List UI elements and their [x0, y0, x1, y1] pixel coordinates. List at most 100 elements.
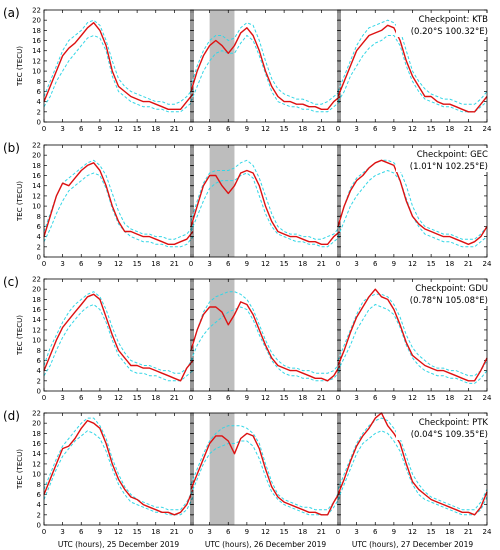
observed-tec-line	[43, 162, 194, 245]
x-tick-label: 15	[280, 125, 289, 133]
x-tick-label: 0	[189, 528, 193, 536]
upper-bound-line	[43, 159, 194, 240]
lower-bound-line	[43, 172, 194, 248]
y-tick-label: 8	[37, 78, 41, 86]
y-tick-label: 6	[37, 88, 42, 96]
x-tick-label: 21	[464, 260, 473, 268]
y-tick-label: 16	[32, 37, 41, 45]
y-tick-label: 6	[37, 491, 42, 499]
upper-bound-line	[190, 159, 341, 240]
checkpoint-coordinates: (0.04°S 109.35°E)	[411, 430, 488, 440]
y-tick-label: 22	[32, 276, 41, 284]
y-tick-label: 2	[37, 511, 41, 519]
x-tick-label: 21	[170, 394, 179, 402]
x-tick-label: 0	[42, 260, 46, 268]
x-tick-label: 6	[373, 528, 378, 536]
x-tick-label: 21	[317, 528, 326, 536]
x-tick-label: 12	[261, 260, 270, 268]
subplot-frame	[337, 9, 488, 123]
x-tick-label: 18	[298, 394, 307, 402]
x-tick-label: 15	[280, 260, 289, 268]
y-tick-label: 16	[32, 306, 41, 314]
panel-letter: (c)	[3, 275, 19, 289]
x-axis-label: UTC (hours), 26 December 2019	[205, 540, 326, 549]
subplot-frame	[190, 144, 341, 258]
x-tick-label: 12	[114, 125, 123, 133]
y-tick-label: 12	[32, 57, 41, 65]
x-tick-label: 15	[427, 260, 436, 268]
x-tick-label: 3	[60, 528, 64, 536]
x-tick-label: 24	[483, 260, 492, 268]
x-tick-label: 15	[427, 528, 436, 536]
y-tick-label: 10	[32, 203, 41, 211]
x-tick-label: 9	[245, 260, 249, 268]
x-tick-label: 15	[133, 125, 142, 133]
x-tick-label: 21	[317, 260, 326, 268]
observed-tec-line	[190, 432, 341, 516]
x-tick-label: 12	[408, 260, 417, 268]
y-tick-label: 14	[32, 47, 41, 55]
observed-tec-line	[337, 24, 488, 113]
x-tick-label: 9	[392, 394, 396, 402]
y-tick-label: 22	[32, 7, 41, 15]
x-tick-label: 12	[408, 394, 417, 402]
y-axis-label: TEC (TECU)	[16, 181, 24, 222]
y-tick-label: 18	[32, 27, 41, 35]
x-tick-label: 21	[464, 528, 473, 536]
x-tick-label: 18	[151, 394, 160, 402]
x-tick-label: 15	[133, 528, 142, 536]
subplot-frame	[190, 9, 341, 123]
subplot-frame	[337, 144, 488, 258]
y-tick-label: 2	[37, 377, 41, 385]
y-tick-label: 12	[32, 192, 41, 200]
checkpoint-name: Checkpoint: GEC	[417, 150, 488, 160]
x-axis-label: UTC (hours), 25 December 2019	[58, 540, 179, 549]
observed-tec-line	[43, 419, 194, 516]
upper-bound-line	[43, 19, 194, 105]
panel-d: 0 3 6 9 12 15 18 21 0 3 6 9 12 15 18 21 0 3 6 9 12 15 18 21 2402…	[3, 409, 492, 536]
checkpoint-coordinates: (1.01°N 102.25°E)	[410, 162, 488, 172]
upper-bound-line	[337, 293, 488, 377]
x-tick-label: 0	[336, 125, 340, 133]
upper-bound-line	[337, 417, 488, 511]
checkpoint-coordinates: (0.20°S 100.32°E)	[411, 27, 488, 37]
x-tick-label: 9	[392, 528, 396, 536]
y-tick-label: 22	[32, 142, 41, 150]
y-tick-label: 4	[37, 501, 42, 509]
x-tick-label: 9	[98, 394, 102, 402]
upper-bound-line	[190, 291, 341, 374]
x-tick-label: 12	[114, 528, 123, 536]
panel-letter: (d)	[3, 409, 20, 423]
panel-letter: (b)	[3, 141, 20, 155]
y-tick-label: 14	[32, 182, 41, 190]
x-tick-label: 0	[189, 125, 193, 133]
observed-tec-line	[43, 22, 194, 110]
x-tick-label: 9	[98, 125, 102, 133]
x-tick-label: 15	[280, 528, 289, 536]
shaded-interval	[209, 145, 235, 257]
x-tick-label: 3	[354, 394, 358, 402]
annotation-background	[396, 416, 490, 440]
lower-bound-line	[337, 35, 488, 113]
x-tick-label: 18	[298, 528, 307, 536]
shaded-interval	[209, 413, 235, 525]
subplot-frame	[190, 278, 341, 392]
x-tick-label: 0	[42, 125, 46, 133]
x-tick-label: 15	[427, 394, 436, 402]
x-tick-label: 3	[60, 394, 64, 402]
y-tick-label: 14	[32, 316, 41, 324]
x-tick-label: 24	[483, 528, 492, 536]
observed-tec-line	[337, 159, 488, 245]
lower-bound-line	[43, 430, 194, 516]
x-tick-label: 3	[354, 125, 358, 133]
panel-a: 0 3 6 9 12 15 18 21 0 3 6 9 12 15 18 21 0 3 6 9 12 15 18 21 2402…	[3, 6, 492, 133]
x-tick-label: 6	[226, 125, 231, 133]
y-tick-label: 2	[37, 243, 41, 251]
upper-bound-line	[190, 425, 341, 511]
y-tick-label: 0	[37, 522, 41, 530]
x-tick-label: 15	[427, 125, 436, 133]
subplot-frame	[43, 9, 194, 123]
x-tick-label: 0	[42, 528, 46, 536]
observed-tec-line	[337, 288, 488, 382]
x-tick-label: 3	[207, 125, 211, 133]
